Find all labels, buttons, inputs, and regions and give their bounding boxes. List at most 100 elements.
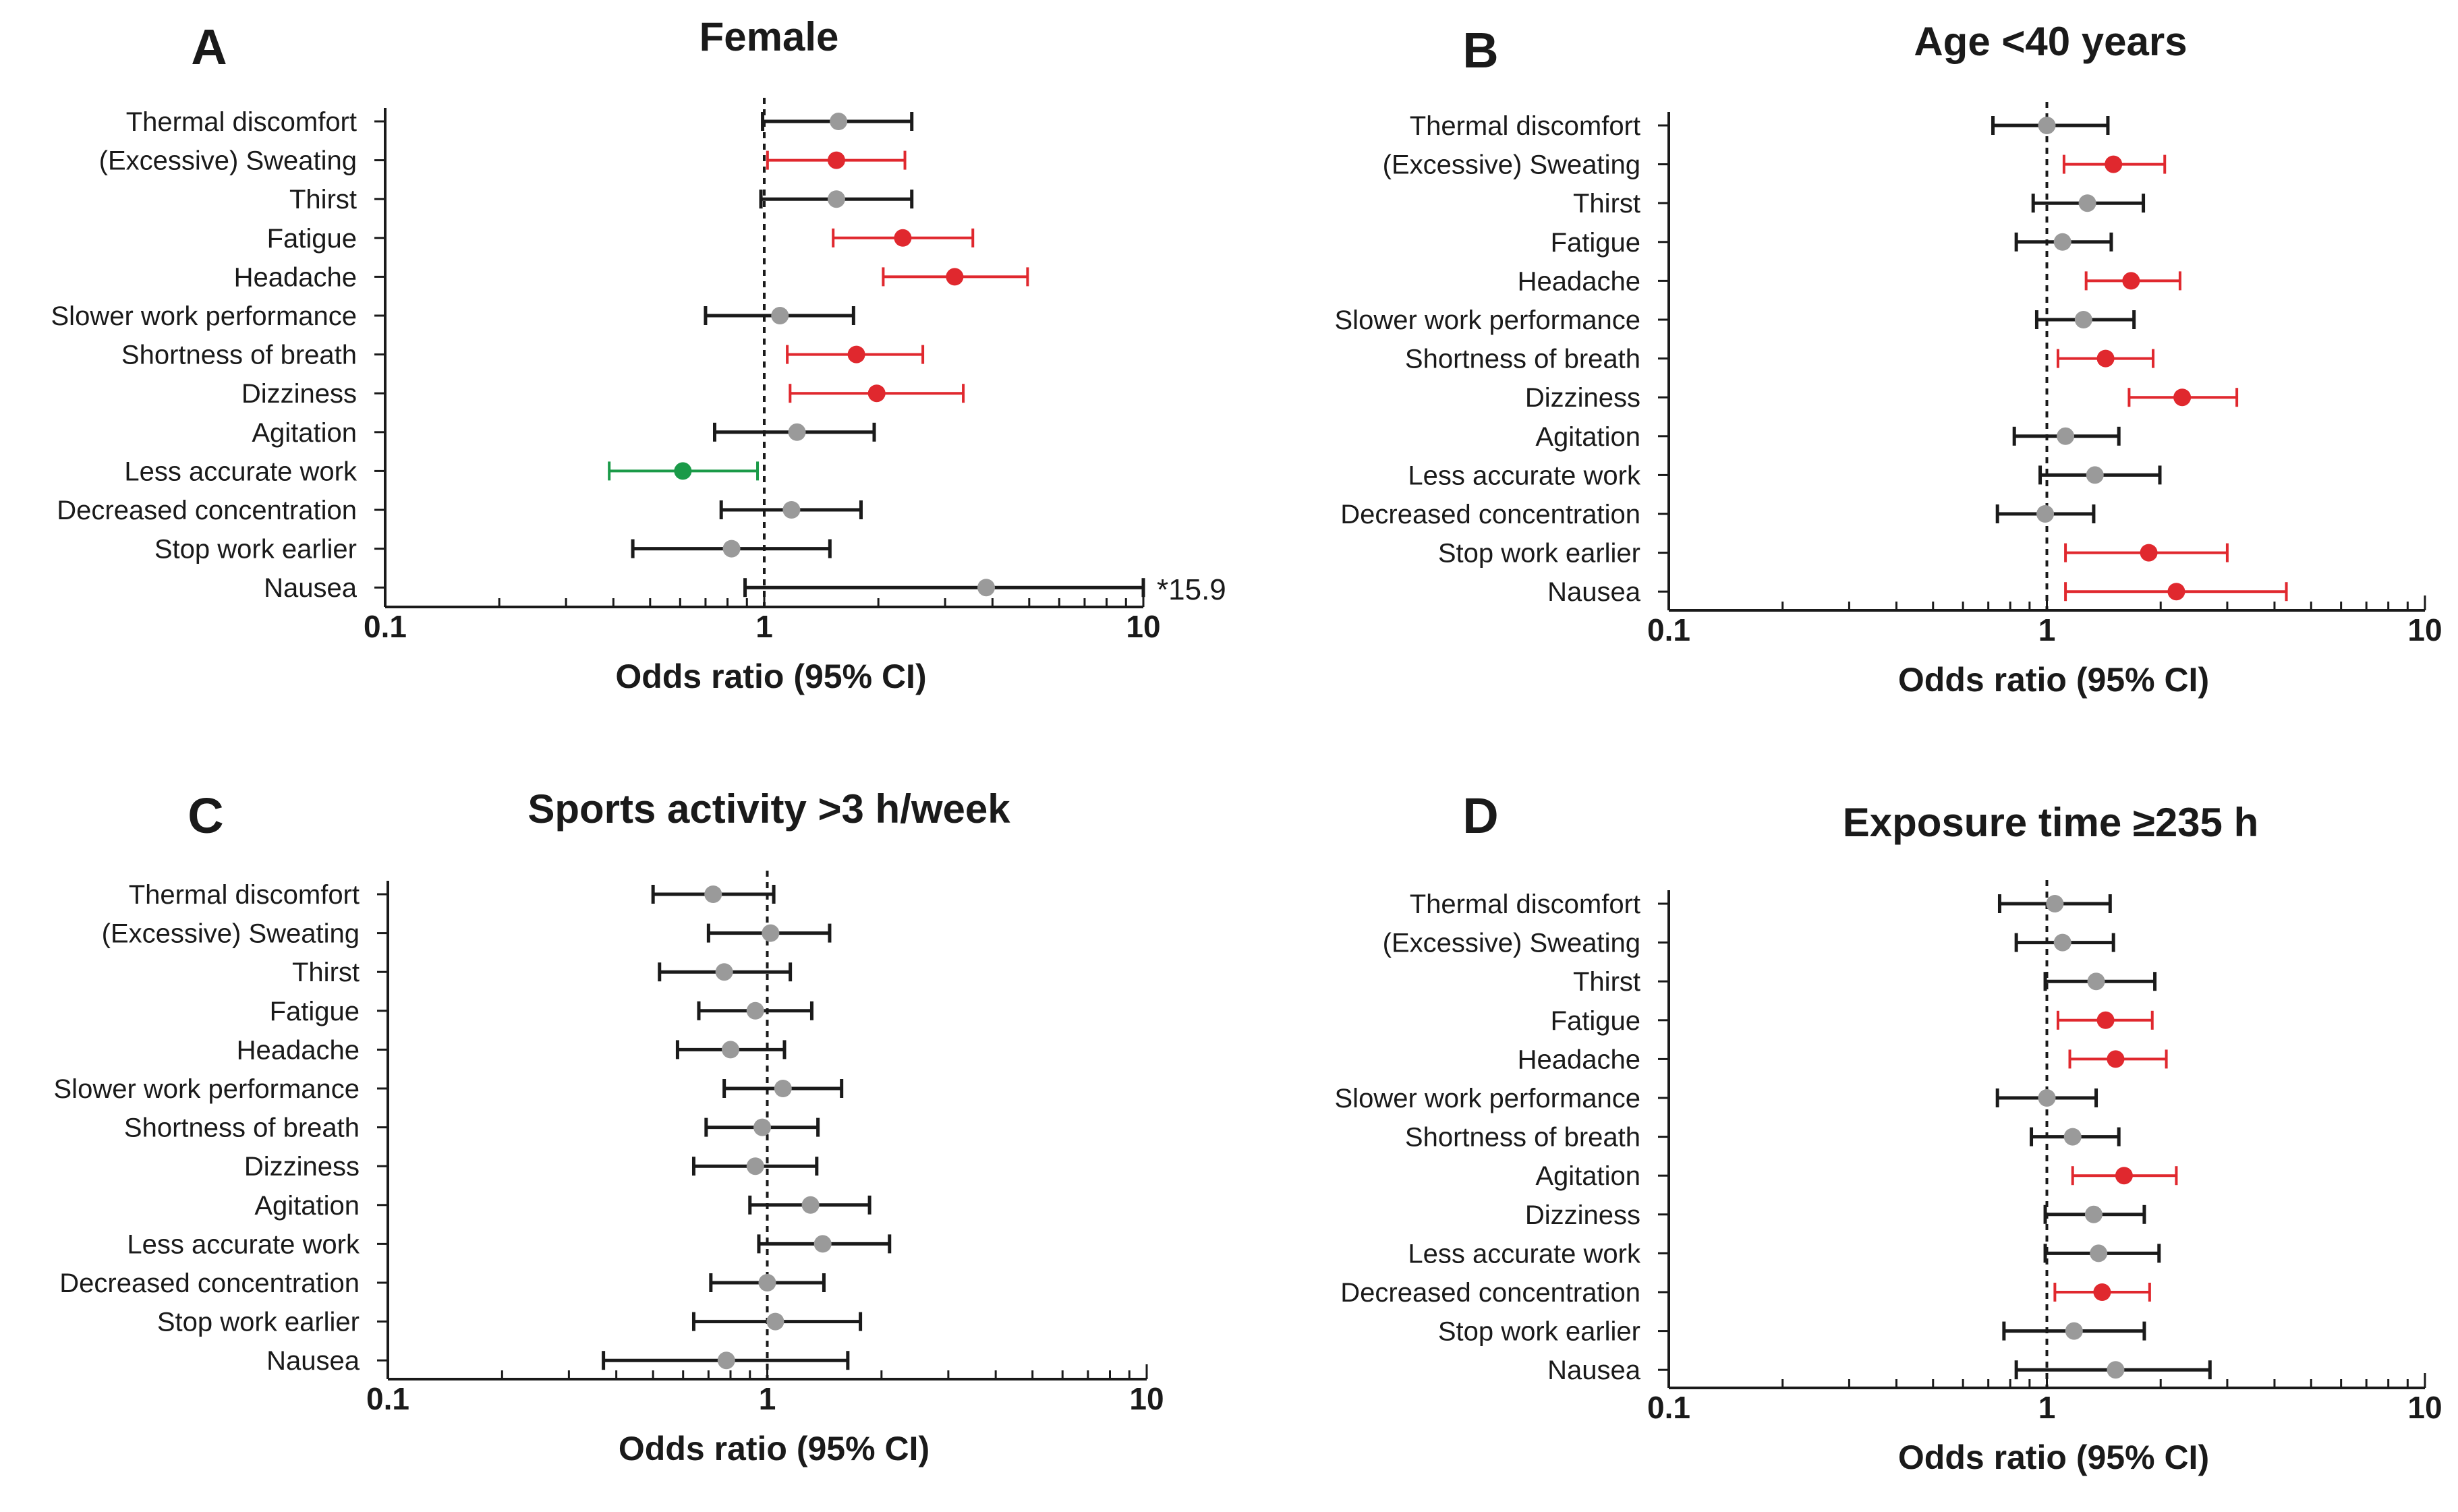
odds-ratio-point bbox=[2107, 1361, 2125, 1379]
category-label: Thirst bbox=[1573, 189, 1640, 219]
odds-ratio-point bbox=[722, 540, 741, 558]
category-label: Decreased concentration bbox=[59, 1269, 360, 1298]
x-tick-label: 10 bbox=[1129, 1381, 1164, 1416]
panel-b: B Age <40 years 0.1 1 10 Odds ratio (95% CI) T… bbox=[1335, 19, 2442, 699]
x-axis-label: Odds ratio (95% CI) bbox=[1898, 1438, 2209, 1476]
odds-ratio-point bbox=[2093, 1283, 2111, 1301]
x-tick-label: 0.1 bbox=[364, 609, 407, 644]
category-label: (Excessive) Sweating bbox=[1383, 150, 1640, 180]
odds-ratio-point bbox=[830, 113, 848, 130]
odds-ratio-point bbox=[801, 1196, 820, 1214]
category-label: Headache bbox=[1518, 266, 1640, 296]
category-label: Stop work earlier bbox=[157, 1308, 360, 1337]
category-label: Dizziness bbox=[1525, 1200, 1640, 1230]
odds-ratio-point bbox=[762, 924, 780, 942]
category-label: Nausea bbox=[1547, 577, 1641, 607]
odds-ratio-point bbox=[2096, 1011, 2115, 1029]
x-tick-label: 1 bbox=[2038, 612, 2056, 647]
chart-title: Female bbox=[699, 14, 839, 59]
panel-letter: B bbox=[1462, 22, 1498, 78]
panel-letter: C bbox=[188, 788, 223, 844]
odds-ratio-point bbox=[2086, 466, 2104, 484]
panel-a: A Female 0.1 1 10 Odds ratio (95% CI) Thermal … bbox=[51, 14, 1226, 695]
category-label: Thermal discomfort bbox=[129, 880, 360, 910]
odds-ratio-point bbox=[2122, 272, 2140, 290]
x-tick-label: 1 bbox=[759, 1381, 776, 1416]
odds-ratio-point bbox=[782, 501, 801, 519]
odds-ratio-point bbox=[758, 1274, 776, 1291]
chart-title: Sports activity >3 h/week bbox=[527, 786, 1010, 832]
odds-ratio-point bbox=[2063, 1128, 2082, 1146]
odds-ratio-point bbox=[2087, 972, 2105, 991]
x-axis-label: Odds ratio (95% CI) bbox=[619, 1430, 930, 1467]
odds-ratio-point bbox=[2053, 233, 2071, 251]
category-label: Less accurate work bbox=[1408, 1239, 1641, 1269]
category-label: Thermal discomfort bbox=[126, 107, 357, 137]
x-tick-label: 10 bbox=[1126, 609, 1160, 644]
chart-title: Exposure time ≥235 h bbox=[1843, 800, 2259, 845]
x-axis-label: Odds ratio (95% CI) bbox=[1898, 661, 2209, 699]
category-label: Agitation bbox=[252, 418, 357, 448]
odds-ratio-point bbox=[2038, 117, 2056, 134]
category-label: Fatigue bbox=[270, 997, 360, 1026]
odds-ratio-point bbox=[827, 151, 845, 169]
category-label: Fatigue bbox=[1551, 228, 1640, 258]
category-label: Shortness of breath bbox=[124, 1113, 360, 1143]
panel-c: C Sports activity >3 h/week 0.1 1 10 Odds rat… bbox=[54, 786, 1164, 1467]
category-label: Headache bbox=[234, 262, 357, 292]
category-label: (Excessive) Sweating bbox=[102, 919, 360, 949]
odds-ratio-point bbox=[2065, 1322, 2083, 1340]
odds-ratio-point bbox=[2074, 311, 2092, 328]
category-label: Slower work performance bbox=[51, 301, 358, 331]
odds-ratio-point bbox=[977, 579, 996, 597]
category-label: Nausea bbox=[266, 1346, 360, 1376]
chart-title: Age <40 years bbox=[1914, 19, 2187, 64]
odds-ratio-point bbox=[717, 1351, 735, 1370]
odds-ratio-point bbox=[2046, 895, 2064, 912]
odds-ratio-point bbox=[721, 1041, 739, 1059]
category-label: Dizziness bbox=[241, 379, 357, 409]
category-label: Headache bbox=[1518, 1045, 1640, 1074]
category-label: Shortness of breath bbox=[121, 341, 357, 370]
x-tick-label: 10 bbox=[2407, 612, 2442, 647]
category-label: Stop work earlier bbox=[1438, 1317, 1640, 1347]
odds-ratio-point bbox=[2173, 388, 2192, 407]
x-tick-label: 0.1 bbox=[366, 1381, 409, 1416]
odds-ratio-point bbox=[2105, 155, 2123, 173]
odds-ratio-point bbox=[715, 963, 733, 981]
category-label: Nausea bbox=[264, 573, 358, 603]
category-label: Fatigue bbox=[267, 224, 357, 254]
odds-ratio-point bbox=[827, 190, 845, 208]
odds-ratio-point bbox=[2107, 1050, 2125, 1068]
odds-ratio-point bbox=[2053, 933, 2071, 952]
odds-ratio-point bbox=[766, 1312, 784, 1331]
x-tick-label: 0.1 bbox=[1647, 1390, 1690, 1425]
category-label: Nausea bbox=[1547, 1356, 1641, 1385]
x-tick-label: 1 bbox=[2038, 1390, 2056, 1425]
odds-ratio-point bbox=[2167, 583, 2185, 601]
x-tick-label: 0.1 bbox=[1647, 612, 1690, 647]
odds-ratio-point bbox=[746, 1157, 764, 1175]
odds-ratio-point bbox=[788, 423, 806, 441]
panel-letter: A bbox=[191, 19, 227, 75]
odds-ratio-point bbox=[2096, 349, 2115, 368]
category-label: Thirst bbox=[1573, 967, 1640, 997]
category-label: Decreased concentration bbox=[1340, 1278, 1640, 1308]
category-label: Dizziness bbox=[244, 1152, 360, 1182]
odds-ratio-point bbox=[704, 885, 722, 903]
category-label: Agitation bbox=[1535, 1161, 1640, 1191]
odds-ratio-point bbox=[847, 345, 865, 364]
odds-ratio-point bbox=[774, 1080, 792, 1097]
x-tick-label: 10 bbox=[2407, 1390, 2442, 1425]
odds-ratio-point bbox=[2036, 505, 2055, 523]
x-axis-label: Odds ratio (95% CI) bbox=[615, 658, 926, 695]
category-label: Thirst bbox=[292, 958, 360, 987]
category-label: Thermal discomfort bbox=[1410, 111, 1640, 141]
category-label: Stop work earlier bbox=[154, 535, 357, 564]
odds-ratio-point bbox=[867, 384, 886, 403]
odds-ratio-point bbox=[813, 1235, 832, 1253]
x-tick-label: 1 bbox=[755, 609, 773, 644]
category-label: (Excessive) Sweating bbox=[99, 146, 357, 176]
odds-ratio-point bbox=[894, 229, 912, 247]
